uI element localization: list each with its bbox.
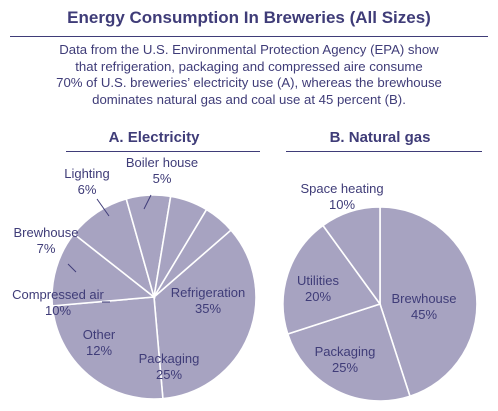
slice-label: Compressed air 10% <box>12 287 104 318</box>
slice-label-name: Boiler house <box>126 155 198 170</box>
subtitle-line: Data from the U.S. Environmental Protect… <box>59 42 439 57</box>
slice-label-name: Lighting <box>64 166 110 181</box>
chart-b-slice-brewhouse <box>379 206 478 398</box>
subtitle-line: that refrigeration, packaging and compre… <box>75 58 423 74</box>
subtitle: Data from the U.S. Environmental Protect… <box>18 42 480 108</box>
slice-label-name: Space heating <box>300 181 383 196</box>
slice-label-value: 35% <box>195 301 221 316</box>
slice-label-value: 25% <box>332 360 358 375</box>
slice-label-name: Compressed air <box>12 287 104 302</box>
chart-a-divider <box>66 151 260 152</box>
chart-b-slice-packaging <box>286 302 411 402</box>
slice-label: Space heating 10% <box>300 181 383 212</box>
slice-label: Packaging 25% <box>139 351 200 382</box>
slice-label: Lighting 6% <box>64 166 110 197</box>
chart-b-divider <box>286 151 482 152</box>
slice-label-name: Packaging <box>315 344 376 359</box>
chart-a-slice-boiler-house <box>153 208 233 298</box>
slice-label: Boiler house 5% <box>126 155 198 186</box>
subtitle-line: 70% of U.S. breweries’ electricity use (… <box>56 75 442 91</box>
leader-line <box>67 263 77 273</box>
slice-label-name: Brewhouse <box>13 225 78 240</box>
slice-label: Other 12% <box>83 327 116 358</box>
slice-label-value: 7% <box>37 241 56 256</box>
chart-b-slice-utilities <box>282 224 382 335</box>
chart-a-slice-other <box>51 232 157 307</box>
slice-label-name: Brewhouse <box>391 291 456 306</box>
leader-line <box>96 198 110 217</box>
chart-b-slice-space-heating <box>321 206 381 307</box>
subtitle-line: dominates natural gas and coal use at 45… <box>92 91 406 107</box>
slice-label-value: 45% <box>411 307 437 322</box>
slice-label-value: 5% <box>153 171 172 186</box>
slice-label-name: Other <box>83 327 116 342</box>
slice-label-value: 25% <box>156 367 182 382</box>
slice-label: Utilities 20% <box>297 273 339 304</box>
slice-label-name: Utilities <box>297 273 339 288</box>
chart-a-slice-packaging <box>51 296 164 400</box>
slice-label: Brewhouse 45% <box>391 291 456 322</box>
title-divider <box>10 36 488 37</box>
slice-label-value: 10% <box>329 197 355 212</box>
chart-a-title: A. Electricity <box>108 129 200 146</box>
slice-label-name: Refrigeration <box>171 285 245 300</box>
slice-label-value: 12% <box>86 343 112 358</box>
page-title: Energy Consumption In Breweries (All Siz… <box>67 8 431 27</box>
leader-line <box>143 194 152 210</box>
slice-label-value: 20% <box>305 289 331 304</box>
slice-label-value: 10% <box>45 303 71 318</box>
chart-a-slice-refrigeration <box>153 228 257 400</box>
slice-label-name: Packaging <box>139 351 200 366</box>
slice-label-value: 6% <box>78 182 97 197</box>
slice-label: Refrigeration 35% <box>171 285 245 316</box>
chart-b-title: B. Natural gas <box>329 129 431 146</box>
slice-label: Packaging 25% <box>315 344 376 375</box>
slice-label: Brewhouse 7% <box>13 225 78 256</box>
